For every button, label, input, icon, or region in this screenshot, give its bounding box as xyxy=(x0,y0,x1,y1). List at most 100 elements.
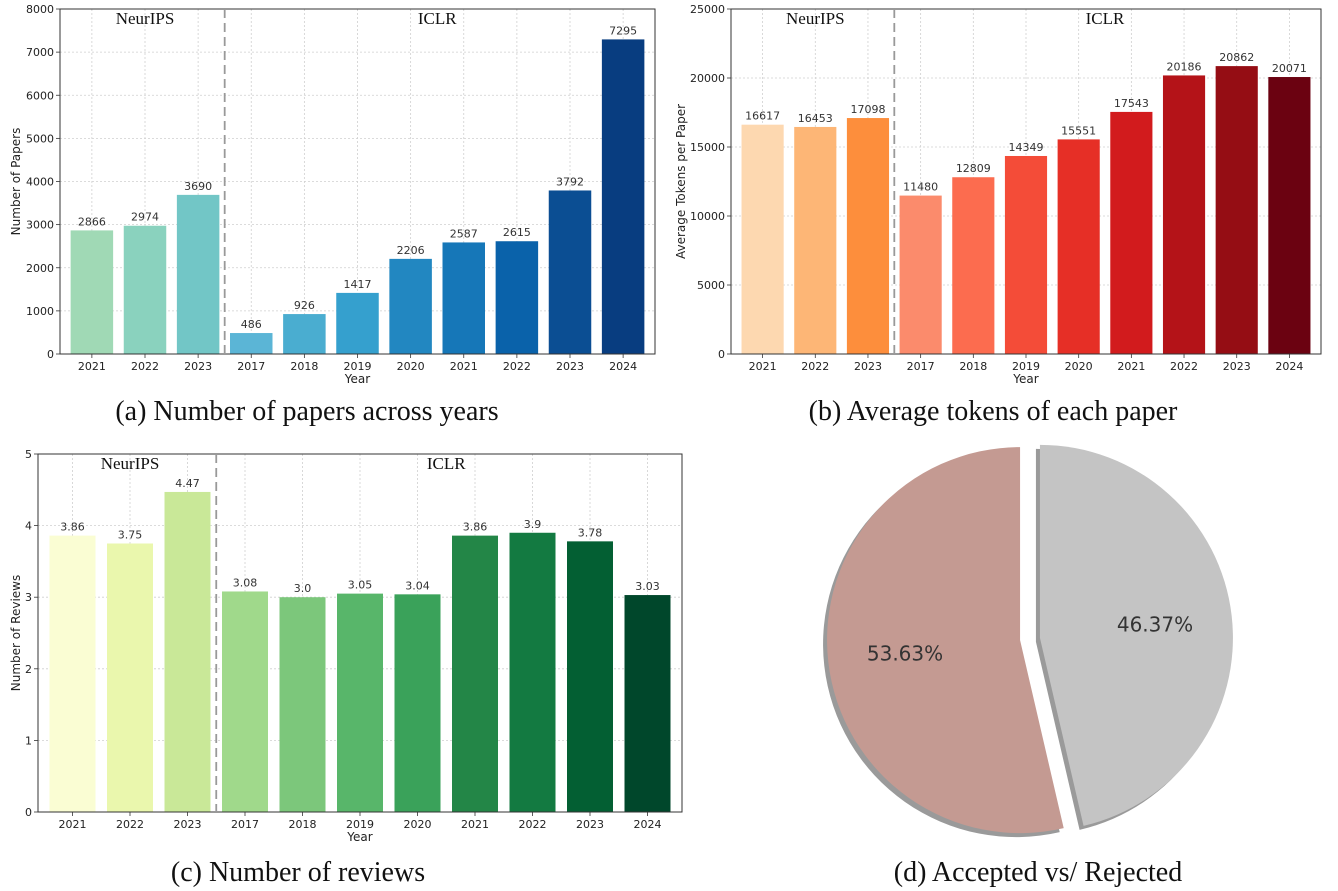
caption-papers: (a) Number of papers across years xyxy=(115,396,499,427)
x-tick-label: 2022 xyxy=(1170,360,1198,373)
y-tick-label: 0 xyxy=(25,806,32,819)
bar xyxy=(336,292,379,354)
bar xyxy=(176,194,220,354)
group-label-neurips: NeurIPS xyxy=(116,9,175,28)
group-label-neurips: NeurIPS xyxy=(101,454,160,473)
y-tick-label: 4000 xyxy=(26,176,54,189)
chart-tokens: 16617 2021 16453 2022 17098 2023 11480 2017 1280… xyxy=(674,3,1322,386)
bar xyxy=(794,126,837,354)
y-tick-label: 5 xyxy=(25,448,32,461)
bar-value-label: 2206 xyxy=(397,244,425,257)
y-axis-label: Average Tokens per Paper xyxy=(674,104,688,259)
bar xyxy=(846,118,890,354)
x-tick-label: 2018 xyxy=(290,360,318,373)
group-label-iclr: ICLR xyxy=(427,454,466,473)
bar-value-label: 3.0 xyxy=(294,582,312,595)
x-tick-label: 2023 xyxy=(174,818,202,831)
x-tick-label: 2021 xyxy=(78,360,106,373)
chart-papers-panel: 2866 2021 2974 2022 3690 2023 486 2017 926 2018 14… xyxy=(0,0,669,400)
plot-frame xyxy=(37,453,683,813)
bar-value-label: 3.03 xyxy=(635,580,660,593)
x-tick-label: 2018 xyxy=(289,818,317,831)
chart-tokens-panel: 16617 2021 16453 2022 17098 2023 11480 2017 1280… xyxy=(669,0,1338,400)
x-tick-label: 2024 xyxy=(634,818,662,831)
bar xyxy=(1268,77,1311,354)
bar-value-label: 3.75 xyxy=(118,529,143,542)
y-axis-label: Number of Papers xyxy=(9,128,23,236)
y-tick-label: 3000 xyxy=(26,219,54,232)
bar xyxy=(741,124,784,355)
caption-reviews: (c) Number of reviews xyxy=(170,857,426,888)
bar-value-label: 3690 xyxy=(184,180,212,193)
x-tick-label: 2022 xyxy=(116,818,144,831)
y-tick-label: 2 xyxy=(25,663,32,676)
x-tick-label: 2021 xyxy=(450,360,478,373)
bar-value-label: 3.86 xyxy=(60,521,85,534)
pie-slice-rejected xyxy=(1039,444,1233,826)
bar xyxy=(222,591,268,812)
x-axis-label: Year xyxy=(1012,372,1038,386)
bar xyxy=(1004,155,1048,354)
y-tick-label: 15000 xyxy=(690,141,725,154)
x-tick-label: 2023 xyxy=(854,360,882,373)
bar xyxy=(107,543,153,812)
x-tick-label: 2019 xyxy=(1012,360,1040,373)
bar-value-label: 20862 xyxy=(1219,51,1254,64)
y-tick-label: 5000 xyxy=(697,279,725,292)
bar-value-label: 3.08 xyxy=(233,576,258,589)
chart-papers: 2866 2021 2974 2022 3690 2023 486 2017 926 2018 14… xyxy=(9,3,656,386)
bar xyxy=(567,541,613,812)
pie-slice-label: 46.37% xyxy=(1117,613,1193,637)
x-tick-label: 2021 xyxy=(461,818,489,831)
y-tick-label: 10000 xyxy=(690,210,725,223)
plot-frame xyxy=(730,8,1322,355)
x-tick-label: 2024 xyxy=(609,360,637,373)
bar xyxy=(389,258,432,354)
chart-accepted-rejected-pie: 53.63% 46.37% xyxy=(823,444,1233,838)
bar xyxy=(283,314,326,354)
bar-value-label: 16453 xyxy=(798,112,833,125)
x-tick-label: 2022 xyxy=(519,818,547,831)
y-tick-label: 5000 xyxy=(26,132,54,145)
bar xyxy=(509,532,556,812)
bar-value-label: 1417 xyxy=(344,278,372,291)
group-label-neurips: NeurIPS xyxy=(786,9,845,28)
pie-slice-label: 53.63% xyxy=(867,641,943,665)
bar xyxy=(624,595,671,812)
bar-value-label: 2587 xyxy=(450,227,478,240)
x-tick-label: 2023 xyxy=(556,360,584,373)
bar xyxy=(1110,111,1153,354)
x-tick-label: 2017 xyxy=(907,360,935,373)
caption-tokens: (b) Average tokens of each paper xyxy=(808,396,1178,427)
bar-value-label: 11480 xyxy=(903,181,938,194)
x-tick-label: 2022 xyxy=(131,360,159,373)
y-tick-label: 25000 xyxy=(690,3,725,16)
bar-value-label: 14349 xyxy=(1009,141,1044,154)
bar xyxy=(164,491,211,812)
bar xyxy=(1162,75,1206,354)
bar xyxy=(394,594,441,812)
x-axis-label: Year xyxy=(344,372,370,386)
x-tick-label: 2022 xyxy=(503,360,531,373)
y-tick-label: 20000 xyxy=(690,72,725,85)
x-tick-label: 2024 xyxy=(1275,360,1303,373)
bar xyxy=(442,242,485,354)
x-tick-label: 2023 xyxy=(576,818,604,831)
x-tick-label: 2021 xyxy=(749,360,777,373)
bar-value-label: 15551 xyxy=(1061,124,1096,137)
bar-value-label: 3792 xyxy=(556,175,584,188)
bar xyxy=(452,535,498,812)
bar xyxy=(495,241,539,354)
bar xyxy=(230,333,273,354)
bar xyxy=(123,225,167,354)
bar-value-label: 20186 xyxy=(1167,60,1202,73)
y-tick-label: 0 xyxy=(47,348,54,361)
x-tick-label: 2019 xyxy=(346,818,374,831)
pie-slice-accepted xyxy=(827,447,1064,834)
bar-value-label: 2615 xyxy=(503,226,531,239)
x-tick-label: 2020 xyxy=(404,818,432,831)
bar-value-label: 3.9 xyxy=(524,518,542,531)
chart-reviews: 3.86 2021 3.75 2022 4.47 2023 3.08 2017 3.0 2018 3… xyxy=(9,448,683,844)
x-tick-label: 2020 xyxy=(1065,360,1093,373)
bar-value-label: 20071 xyxy=(1272,62,1307,75)
